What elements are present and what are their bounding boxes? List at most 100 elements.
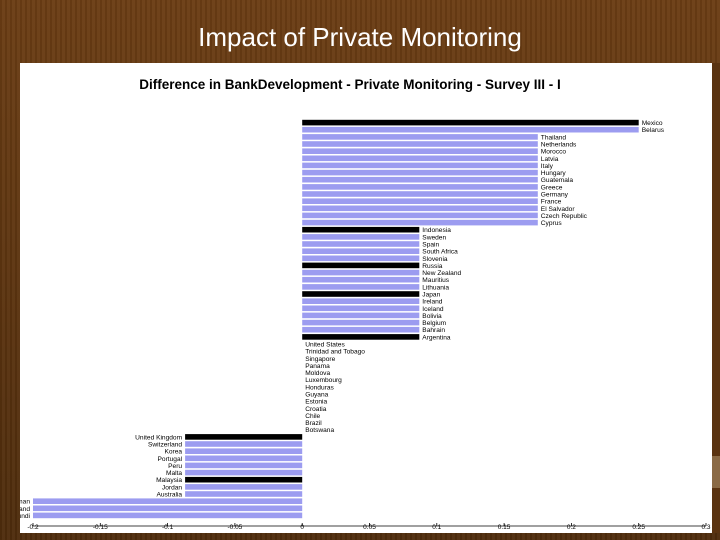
bar-mauritius xyxy=(302,276,420,283)
bar-label-hungary: Hungary xyxy=(541,170,567,177)
bar-chart: Difference in BankDevelopment - Private … xyxy=(7,77,711,531)
bar-label-peru: Peru xyxy=(168,463,182,470)
x-tick-label: -0.1 xyxy=(162,524,174,531)
bar-new-zealand xyxy=(302,269,420,276)
x-tick-label: -0.2 xyxy=(27,524,39,531)
chart-panel: Difference in BankDevelopment - Private … xyxy=(7,63,712,533)
slide-edge-notch xyxy=(712,456,720,488)
slide-edge-strip xyxy=(712,63,720,533)
bar-label-guyana: Guyana xyxy=(305,392,328,399)
bar-spain xyxy=(302,241,420,247)
bars-group xyxy=(33,119,639,519)
bar-label-slovenia: Slovenia xyxy=(422,256,448,263)
bar-label-el-salvador: El Salvador xyxy=(541,206,576,213)
bar-label-czech-republic: Czech Republic xyxy=(541,213,588,220)
bar-label-indonesia: Indonesia xyxy=(422,227,451,234)
bar-label-lithuania: Lithuania xyxy=(422,284,449,291)
bar-label-honduras: Honduras xyxy=(305,384,334,391)
bar-label-bahrain: Bahrain xyxy=(422,327,445,334)
bar-sweden xyxy=(302,234,420,240)
bar-label-mauritius: Mauritius xyxy=(422,277,449,284)
bar-belgium xyxy=(302,319,420,326)
x-tick-label: 0.2 xyxy=(567,524,576,531)
x-tick-label: -0.05 xyxy=(227,524,242,531)
bar-korea xyxy=(185,448,303,454)
bar-japan xyxy=(302,291,420,297)
bar-label-spain: Spain xyxy=(422,242,439,249)
bar-france xyxy=(302,198,538,204)
bar-label-greece: Greece xyxy=(541,184,563,191)
bar-label-guatemala: Guatemala xyxy=(541,177,574,184)
bar-el-salvador xyxy=(302,205,538,212)
bar-switzerland xyxy=(185,441,303,447)
bar-label-malaysia: Malaysia xyxy=(156,477,182,484)
bar-burundi xyxy=(33,512,303,519)
x-tick-label: -0.15 xyxy=(93,524,108,531)
bar-label-oman: Oman xyxy=(20,499,30,506)
bar-morocco xyxy=(302,148,538,154)
bar-italy xyxy=(302,162,538,169)
bar-netherlands xyxy=(302,141,538,147)
slide-title: Impact of Private Monitoring xyxy=(198,22,522,52)
bar-label-burundi: Burundi xyxy=(20,513,31,520)
bar-bahrain xyxy=(302,326,420,333)
bar-finland xyxy=(33,505,303,512)
bar-label-russia: Russia xyxy=(422,263,442,270)
bar-belarus xyxy=(302,126,639,133)
bar-label-ireland: Ireland xyxy=(422,299,442,306)
bar-label-panama: Panama xyxy=(305,363,330,370)
x-axis: -0.2 -0.15 -0.1 -0.05 0 0.05 0.1 0.15 0.2 0.25 0.3 xyxy=(27,523,711,531)
bar-portugal xyxy=(185,455,303,462)
bar-label-belgium: Belgium xyxy=(422,320,446,327)
bar-label-jordan: Jordan xyxy=(162,484,182,491)
x-tick-label: 0.25 xyxy=(632,524,645,531)
bar-label-luxembourg: Luxembourg xyxy=(305,377,342,384)
bar-oman xyxy=(33,498,303,504)
bar-label-korea: Korea xyxy=(164,449,182,456)
bar-label-france: France xyxy=(541,199,562,206)
bar-argentina xyxy=(302,334,420,340)
bar-lithuania xyxy=(302,284,420,290)
bar-label-portugal: Portugal xyxy=(158,456,183,463)
bar-label-netherlands: Netherlands xyxy=(541,142,577,149)
bar-label-mexico: Mexico xyxy=(642,120,663,127)
bar-iceland xyxy=(302,305,420,312)
bar-label-sweden: Sweden xyxy=(422,234,446,241)
bar-label-finland: Finland xyxy=(20,506,30,513)
bar-peru xyxy=(185,462,303,469)
bar-malta xyxy=(185,469,303,476)
bar-label-trinidad-and-tobago: Trinidad and Tobago xyxy=(305,349,365,356)
bar-south-africa xyxy=(302,248,420,254)
bar-ireland xyxy=(302,298,420,304)
bar-label-belarus: Belarus xyxy=(642,127,665,134)
bar-label-iceland: Iceland xyxy=(422,306,444,313)
bar-label-brazil: Brazil xyxy=(305,420,322,427)
bar-label-singapore: Singapore xyxy=(305,356,335,363)
chart-title: Difference in BankDevelopment - Private … xyxy=(139,77,561,92)
bar-label-new-zealand: New Zealand xyxy=(422,270,461,277)
bar-label-croatia: Croatia xyxy=(305,406,327,413)
bar-indonesia xyxy=(302,226,420,233)
bar-cyprus xyxy=(302,219,538,226)
bar-united-kingdom xyxy=(185,434,303,440)
bar-germany xyxy=(302,191,538,197)
bar-malaysia xyxy=(185,476,303,483)
bar-label-italy: Italy xyxy=(541,163,554,170)
bar-russia xyxy=(302,262,420,269)
bar-label-chile: Chile xyxy=(305,413,320,420)
bar-label-switzerland: Switzerland xyxy=(148,442,182,449)
bar-label-moldova: Moldova xyxy=(305,370,330,377)
bar-mexico xyxy=(302,119,639,126)
bar-label-united-states: United States xyxy=(305,342,345,349)
bar-label-botswana: Botswana xyxy=(305,427,334,434)
bar-label-south-africa: South Africa xyxy=(422,249,458,256)
bar-australia xyxy=(185,491,303,497)
bar-jordan xyxy=(185,484,303,490)
bar-greece xyxy=(302,184,538,190)
x-tick-label: 0.15 xyxy=(498,524,511,531)
bar-slovenia xyxy=(302,255,420,262)
bar-bolivia xyxy=(302,312,420,319)
bar-labels-group: MexicoBelarusThailandNetherlandsMoroccoL… xyxy=(7,120,665,520)
bar-label-germany: Germany xyxy=(541,192,569,199)
bar-label-japan: Japan xyxy=(422,292,440,299)
